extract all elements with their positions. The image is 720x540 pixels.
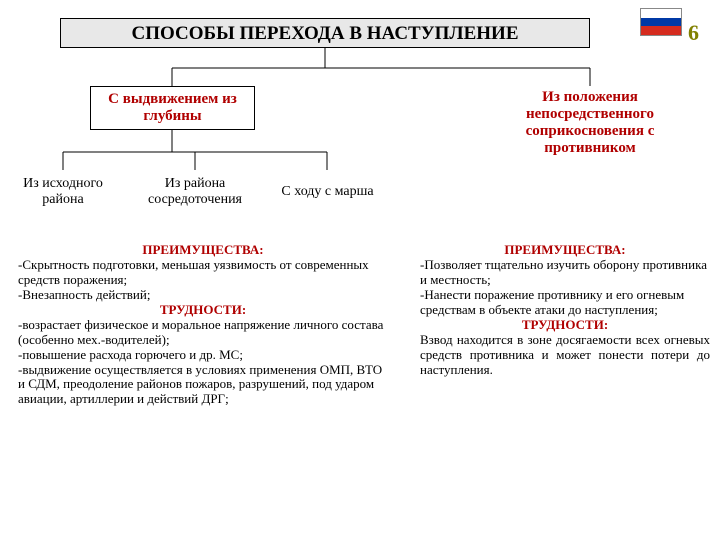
right-difficulties-body: Взвод находится в зоне досягаемости всех… <box>420 333 710 378</box>
left-difficulties-header: ТРУДНОСТИ: <box>18 303 388 318</box>
branch-left-label: С выдвижением из глубины <box>91 91 254 126</box>
right-advantages-header: ПРЕИМУЩЕСТВА: <box>420 243 710 258</box>
slide-number: 6 <box>688 20 699 46</box>
leaf-2-label: Из района сосредоточения <box>130 176 260 208</box>
left-advantages-body: -Скрытность подготовки, меньшая уязвимос… <box>18 258 388 303</box>
left-difficulties-body: -возрастает физическое и моральное напря… <box>18 318 388 408</box>
right-advantages-body: -Позволяет тщательно изучить оборону про… <box>420 258 710 318</box>
left-advantages-header: ПРЕИМУЩЕСТВА: <box>18 243 388 258</box>
leaf-1: Из исходного района <box>8 170 118 214</box>
leaf-1-label: Из исходного района <box>8 176 118 208</box>
right-text-block: ПРЕИМУЩЕСТВА: -Позволяет тщательно изучи… <box>420 243 710 503</box>
branch-right-box: Из положения непосредственного соприкосн… <box>490 86 690 160</box>
right-difficulties-header: ТРУДНОСТИ: <box>420 318 710 333</box>
title-text: СПОСОБЫ ПЕРЕХОДА В НАСТУПЛЕНИЕ <box>132 23 519 44</box>
leaf-3-label: С ходу с марша <box>281 184 373 200</box>
leaf-2: Из района сосредоточения <box>130 170 260 214</box>
branch-left-box: С выдвижением из глубины <box>90 86 255 130</box>
flag-icon <box>640 8 682 36</box>
title-box: СПОСОБЫ ПЕРЕХОДА В НАСТУПЛЕНИЕ <box>60 18 590 48</box>
branch-right-label: Из положения непосредственного соприкосн… <box>490 89 690 158</box>
leaf-3: С ходу с марша <box>280 170 375 214</box>
left-text-block: ПРЕИМУЩЕСТВА: -Скрытность подготовки, ме… <box>18 243 388 503</box>
